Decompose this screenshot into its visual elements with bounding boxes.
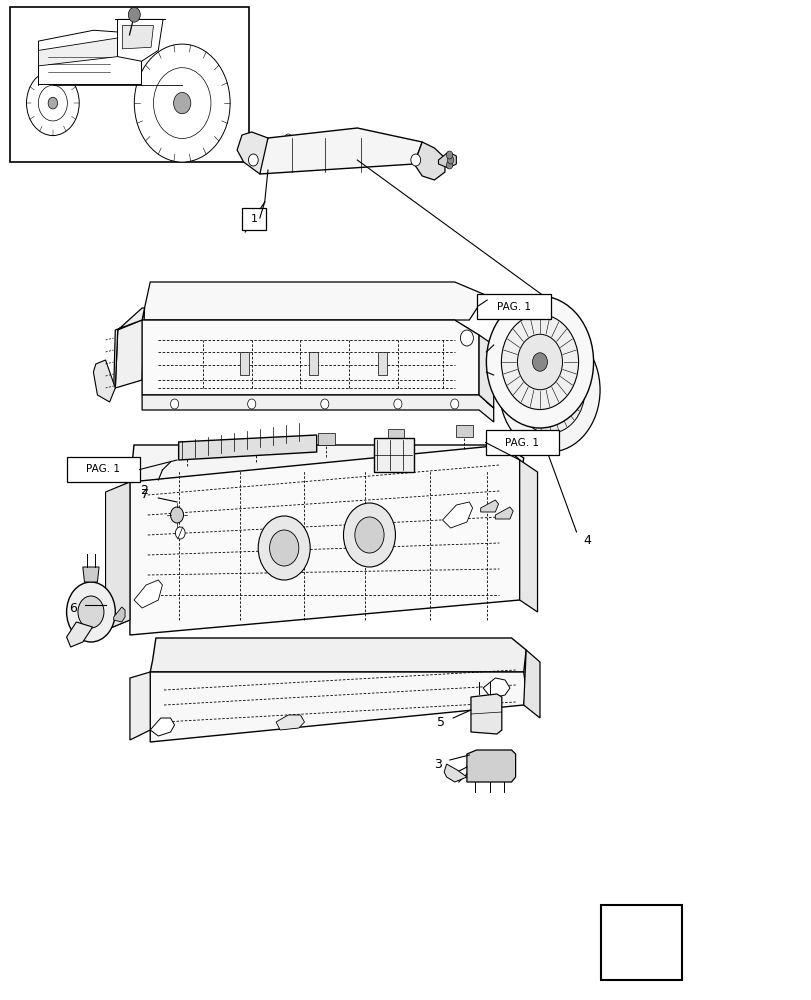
Circle shape [258, 516, 310, 580]
Polygon shape [478, 335, 493, 408]
Polygon shape [523, 650, 539, 718]
Polygon shape [130, 672, 150, 740]
Bar [178, 442, 195, 454]
Circle shape [529, 365, 569, 415]
Circle shape [128, 7, 140, 22]
Bar [242, 208, 266, 230]
Bar [67, 457, 139, 482]
Bar [10, 7, 249, 162]
Polygon shape [615, 926, 639, 939]
Polygon shape [142, 320, 478, 395]
Polygon shape [178, 435, 316, 460]
Text: PAG. 1: PAG. 1 [504, 438, 539, 448]
Polygon shape [444, 764, 466, 782]
Circle shape [486, 296, 593, 428]
Polygon shape [142, 395, 493, 422]
Circle shape [170, 399, 178, 409]
Polygon shape [373, 438, 414, 472]
Text: 6: 6 [69, 601, 77, 614]
Circle shape [175, 527, 185, 539]
Circle shape [517, 334, 562, 390]
Polygon shape [150, 672, 526, 742]
Circle shape [343, 503, 395, 567]
Circle shape [354, 517, 384, 553]
Text: PAG. 1: PAG. 1 [496, 302, 530, 312]
Bar [318, 433, 334, 445]
Text: 2: 2 [140, 484, 148, 496]
Text: 4: 4 [582, 534, 590, 546]
Circle shape [67, 582, 115, 642]
Bar [456, 425, 472, 437]
Circle shape [174, 92, 191, 114]
Polygon shape [142, 282, 485, 320]
Polygon shape [93, 360, 115, 402]
Circle shape [514, 347, 584, 433]
Polygon shape [122, 26, 153, 49]
Polygon shape [519, 460, 537, 612]
Polygon shape [38, 38, 118, 66]
Circle shape [460, 330, 473, 346]
Polygon shape [470, 694, 501, 734]
Text: 3: 3 [433, 758, 441, 770]
Circle shape [499, 328, 599, 452]
Bar [388, 429, 404, 441]
Polygon shape [414, 142, 444, 180]
Text: PAG. 1: PAG. 1 [86, 464, 120, 475]
Polygon shape [134, 580, 162, 608]
Polygon shape [480, 500, 498, 512]
Bar [600, 905, 681, 980]
Polygon shape [466, 750, 515, 782]
Polygon shape [239, 352, 249, 375]
Polygon shape [442, 502, 472, 528]
Polygon shape [276, 715, 304, 730]
Polygon shape [118, 19, 163, 61]
Polygon shape [105, 482, 130, 630]
Polygon shape [114, 607, 125, 622]
Circle shape [500, 314, 578, 410]
Polygon shape [438, 152, 456, 168]
Polygon shape [115, 308, 144, 388]
Circle shape [450, 399, 458, 409]
Bar [247, 438, 264, 450]
Circle shape [532, 353, 547, 371]
Polygon shape [67, 622, 92, 647]
Circle shape [393, 399, 401, 409]
Circle shape [446, 161, 453, 169]
Circle shape [410, 154, 420, 166]
Polygon shape [260, 128, 422, 174]
Polygon shape [130, 445, 523, 482]
Polygon shape [83, 567, 99, 582]
Bar [485, 430, 558, 455]
Circle shape [27, 71, 79, 136]
Circle shape [269, 530, 298, 566]
Circle shape [447, 156, 453, 164]
Polygon shape [114, 308, 144, 390]
Circle shape [320, 399, 328, 409]
Polygon shape [150, 638, 526, 672]
Circle shape [78, 596, 104, 628]
Circle shape [170, 507, 183, 523]
Polygon shape [38, 30, 158, 85]
Polygon shape [150, 718, 174, 736]
Circle shape [248, 154, 258, 166]
Circle shape [153, 68, 211, 139]
Polygon shape [308, 352, 318, 375]
Polygon shape [237, 132, 268, 174]
Circle shape [446, 151, 453, 159]
Circle shape [38, 85, 67, 121]
Text: 5: 5 [436, 716, 444, 728]
Bar [477, 294, 550, 319]
Polygon shape [130, 445, 519, 635]
Polygon shape [495, 507, 513, 519]
Polygon shape [105, 470, 131, 630]
Polygon shape [612, 912, 669, 965]
Text: 1: 1 [251, 214, 257, 224]
Circle shape [134, 44, 230, 162]
Text: 7: 7 [140, 488, 148, 502]
Circle shape [48, 97, 58, 109]
Circle shape [247, 399, 255, 409]
Polygon shape [483, 678, 509, 698]
Circle shape [543, 383, 555, 397]
Polygon shape [377, 352, 387, 375]
